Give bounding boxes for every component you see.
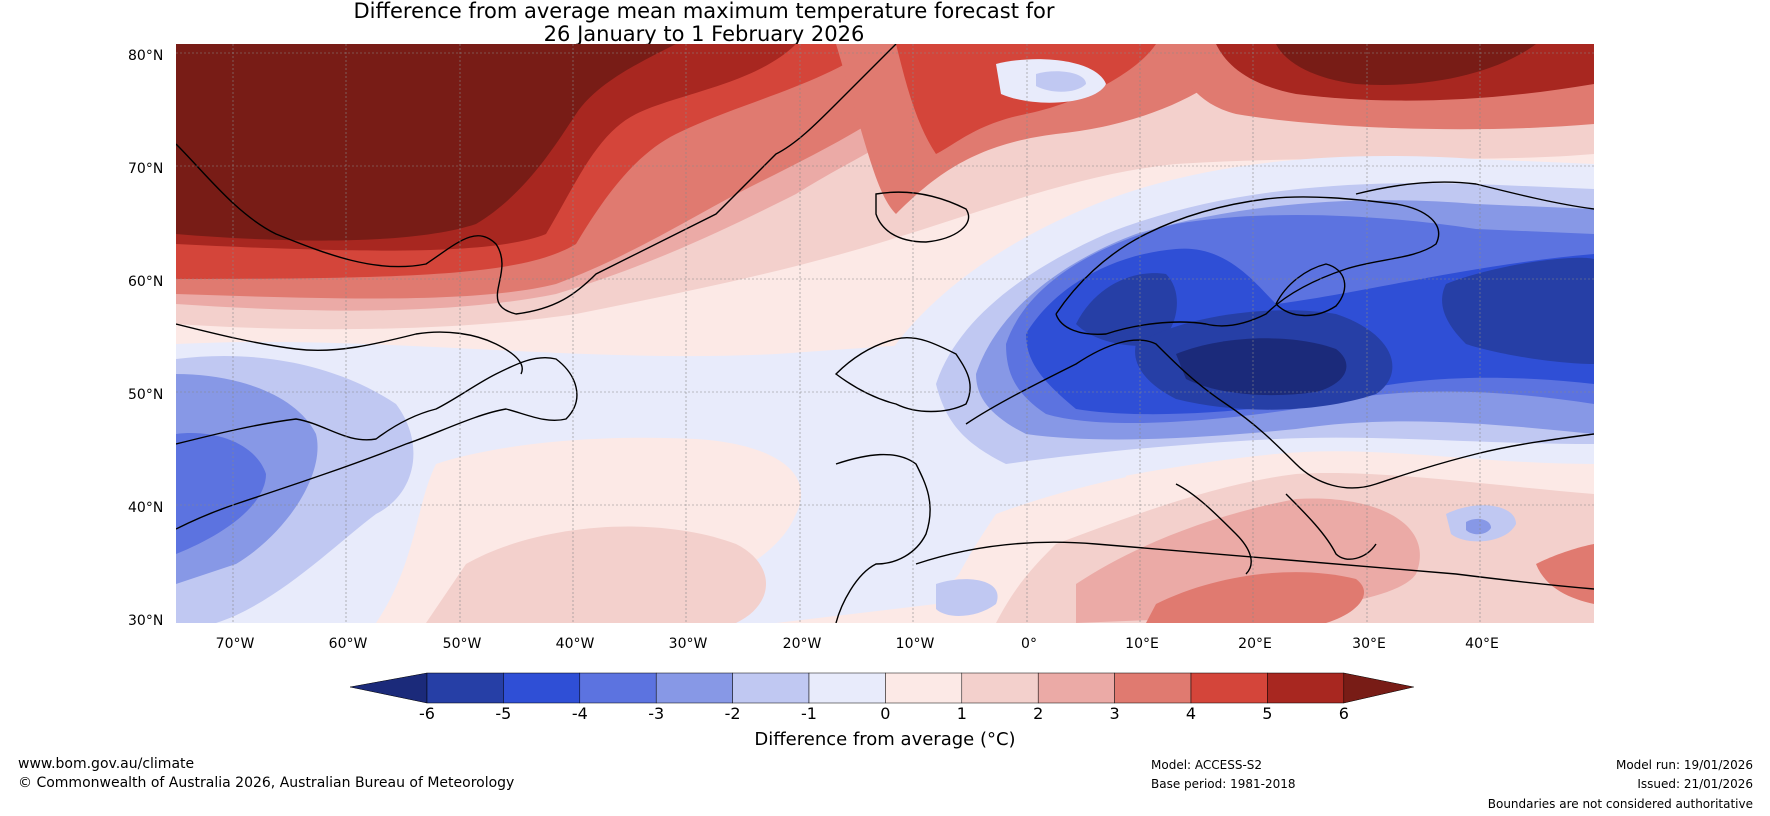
colorbar-tick: 2 — [1033, 704, 1044, 723]
base-period-text: Base period: 1981-2018 — [1151, 777, 1296, 791]
colorbar-tick: -2 — [724, 704, 741, 723]
copyright-text: © Commonwealth of Australia 2026, Austra… — [18, 775, 515, 791]
field-cool-spot-africa — [936, 579, 998, 616]
colorbar-tick: -5 — [495, 704, 512, 723]
colorbar-segment-p1_p2 — [961, 672, 1039, 704]
lat-label-30n: 30°N — [128, 613, 164, 629]
colorbar-extend-high — [1343, 672, 1414, 704]
lon-label-70w: 70°W — [215, 636, 255, 652]
model-text: Model: ACCESS-S2 — [1151, 758, 1263, 772]
colorbar-segment-p2_p3 — [1037, 672, 1115, 704]
model-run-text: Model run: 19/01/2026 — [1615, 758, 1753, 772]
field-warm-north-3 — [1276, 44, 1536, 85]
lon-label-60w: 60°W — [328, 636, 368, 652]
coast-na — [176, 357, 578, 530]
colorbar-tick: -1 — [801, 704, 817, 723]
field-warm-6 — [176, 44, 676, 241]
field-warm-med-5 — [1536, 544, 1594, 604]
lon-label-0: 0° — [1021, 636, 1037, 652]
graticule — [176, 44, 1594, 623]
colorbar-segment-m5_m4 — [503, 672, 581, 704]
colorbar-segment-m6_m5 — [426, 672, 504, 704]
lon-label-50w: 50°W — [442, 636, 482, 652]
colorbar-tick: -6 — [419, 704, 435, 723]
lon-label-30e: 30°E — [1352, 636, 1386, 652]
colorbar-segment-m1_0 — [808, 672, 886, 704]
colorbar-tick: 6 — [1338, 704, 1349, 723]
lat-label-70n: 70°N — [128, 161, 164, 177]
colorbar-tick: 5 — [1262, 704, 1273, 723]
coast-north-africa — [915, 541, 1594, 590]
colorbar-extend-low — [350, 672, 428, 704]
colorbar-segment-m4_m3 — [579, 672, 657, 704]
field-warm-atlantic-2 — [426, 526, 766, 623]
coast-iberia-africa — [835, 453, 931, 623]
field-cool-eu-8 — [1176, 338, 1347, 396]
colorbar-segment-m2_m1 — [732, 672, 810, 704]
coast-iceland — [875, 191, 970, 243]
field-cool-na-3 — [176, 433, 266, 554]
lon-label-30w: 30°W — [668, 636, 708, 652]
website-link[interactable]: www.bom.gov.au/climate — [18, 756, 195, 772]
field-cool-spot-turkey-2 — [1466, 518, 1491, 535]
colorbar-label: Difference from average (°C) — [754, 729, 1016, 750]
disclaimer-text: Boundaries are not considered authoritat… — [1487, 797, 1753, 811]
title-line-2: 26 January to 1 February 2026 — [543, 22, 865, 46]
lon-label-20e: 20°E — [1238, 636, 1272, 652]
coast-italy-balkans — [1175, 483, 1377, 575]
lon-label-10w: 10°W — [895, 636, 935, 652]
coast-canada-north — [176, 323, 523, 375]
coast-russia-arctic — [1355, 181, 1594, 210]
coast-scandinavia — [1055, 196, 1440, 336]
coast-europe — [965, 339, 1594, 489]
colorbar — [350, 672, 1414, 704]
field-warm-med-4 — [1146, 572, 1365, 623]
lon-label-40w: 40°W — [555, 636, 595, 652]
lon-label-40e: 40°E — [1465, 636, 1499, 652]
lat-label-60n: 60°N — [128, 274, 164, 290]
lon-label-10e: 10°E — [1125, 636, 1159, 652]
colorbar-tick: -3 — [648, 704, 665, 723]
colorbar-segment-m3_m2 — [655, 672, 733, 704]
field-cool-eu-6 — [1076, 273, 1177, 346]
colorbar-tick: 4 — [1185, 704, 1197, 723]
colorbar-tick: -4 — [571, 704, 588, 723]
coast-greenland — [176, 44, 897, 315]
colorbar-segment-p5_p6 — [1267, 672, 1345, 704]
title-line-1: Difference from average mean maximum tem… — [353, 0, 1055, 23]
colorbar-tick: 0 — [880, 704, 891, 723]
colorbar-tick: 1 — [956, 704, 967, 723]
coastlines — [176, 44, 1594, 623]
coast-uk-ireland — [834, 337, 971, 413]
colorbar-segment-p0_p1 — [885, 672, 963, 704]
colorbar-segment-p4_p5 — [1190, 672, 1268, 704]
lat-label-40n: 40°N — [128, 500, 164, 516]
issued-text: Issued: 21/01/2026 — [1637, 777, 1753, 791]
field-cool-spot-arctic-2 — [1036, 71, 1086, 92]
chart-title: Difference from average mean maximum tem… — [0, 0, 1408, 46]
lat-label-50n: 50°N — [128, 387, 164, 403]
lat-label-80n: 80°N — [128, 48, 164, 64]
temperature-anomaly-map — [176, 44, 1594, 623]
lon-label-20w: 20°W — [782, 636, 822, 652]
colorbar-segment-p3_p4 — [1114, 672, 1192, 704]
colorbar-tick: 3 — [1109, 704, 1120, 723]
